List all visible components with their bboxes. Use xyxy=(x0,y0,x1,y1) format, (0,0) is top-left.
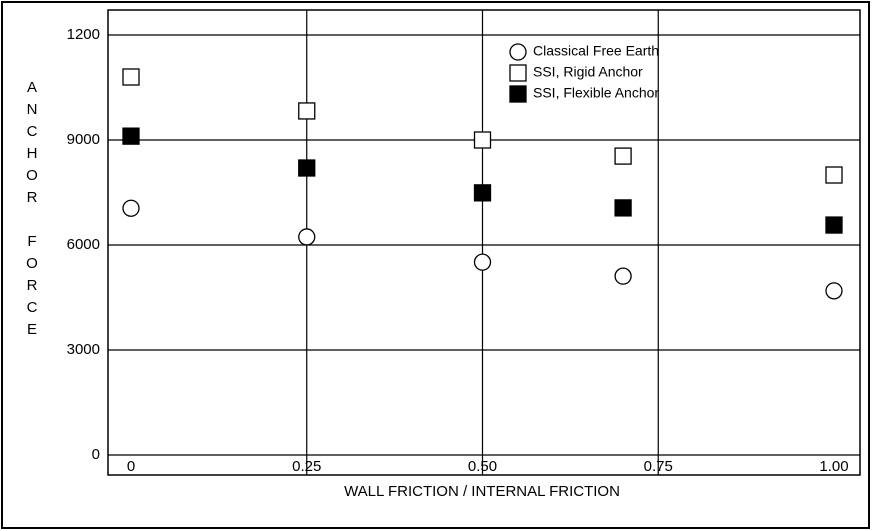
y-tick-label: 3000 xyxy=(67,341,100,358)
marker xyxy=(473,184,492,202)
marker xyxy=(825,282,843,300)
marker xyxy=(122,127,140,145)
y-tick-label: 0 xyxy=(92,446,100,463)
marker xyxy=(473,131,492,149)
marker xyxy=(298,102,316,120)
legend-label: Classical Free Earth xyxy=(533,43,659,59)
legend-marker xyxy=(509,43,527,61)
marker xyxy=(614,267,632,285)
legend-label: SSI, Flexible Anchor xyxy=(533,85,659,101)
x-axis-label: WALL FRICTION / INTERNAL FRICTION xyxy=(344,483,620,500)
marker xyxy=(298,159,316,177)
y-tick-label: 9000 xyxy=(67,131,100,148)
marker xyxy=(298,228,316,246)
x-tick-label: 0 xyxy=(127,458,135,475)
marker xyxy=(122,199,140,217)
plot-frame xyxy=(107,9,861,476)
marker xyxy=(614,199,632,217)
marker xyxy=(473,253,492,271)
y-tick-label: 1200 xyxy=(67,26,100,43)
x-tick-label: 1.00 xyxy=(819,458,848,475)
marker xyxy=(614,147,632,165)
legend-marker xyxy=(509,85,527,103)
legend-marker xyxy=(509,64,527,82)
y-tick-label: 6000 xyxy=(67,236,100,253)
marker xyxy=(122,68,140,86)
marker xyxy=(825,166,843,184)
legend-label: SSI, Rigid Anchor xyxy=(533,64,643,80)
marker xyxy=(825,216,843,234)
